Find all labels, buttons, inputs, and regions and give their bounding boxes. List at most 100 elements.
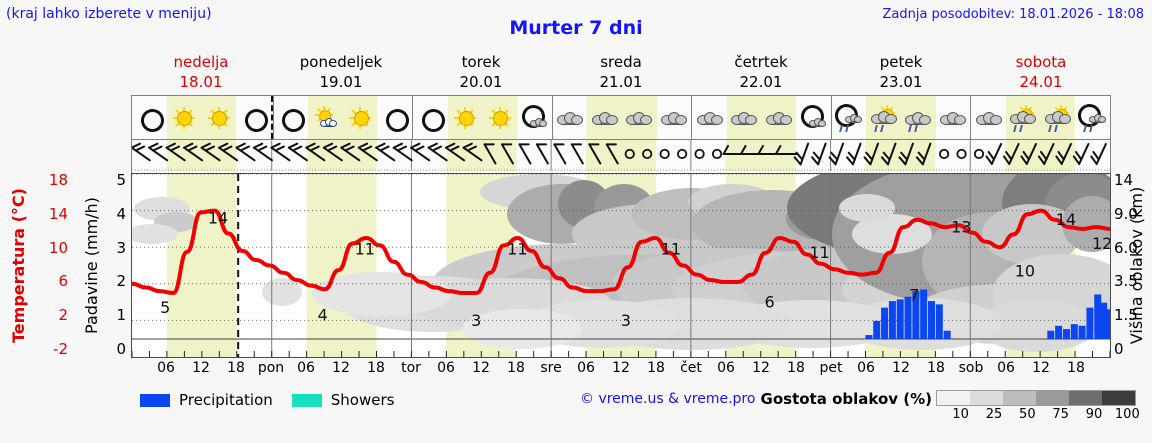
- legend: Precipitation Showers: [140, 389, 394, 411]
- precipitation-bar: [1094, 294, 1102, 339]
- density-step: [1036, 391, 1069, 405]
- weather-icon-cell: [761, 96, 797, 139]
- precipitation-bar: [935, 304, 943, 339]
- temperature-point-label: 12: [1092, 234, 1110, 253]
- meteogram-plot: 5 14 4 11 3 11 3 11 6 11 7 13 10 14 12: [131, 173, 1111, 358]
- weather-icon-cell: [308, 96, 343, 139]
- wind-barb: [898, 142, 914, 166]
- meteogram-svg: 5 14 4 11 3 11 3 11 6 11 7 13 10 14 12: [132, 174, 1110, 357]
- prec-tick: 5: [116, 171, 126, 189]
- day-header-ponedeljek: ponedeljek 19.01: [271, 52, 411, 94]
- time-label: 18: [367, 360, 385, 376]
- precipitation-bar: [1070, 324, 1078, 339]
- precipitation-bar: [904, 296, 912, 339]
- cloud-density-gradient: [936, 390, 1136, 406]
- cloud-tick: 3.5: [1114, 272, 1138, 291]
- wind-barb: [445, 142, 466, 162]
- cloud-icon: [764, 103, 794, 133]
- day-date: 23.01: [879, 73, 923, 91]
- weather-icon-cell: [412, 96, 448, 139]
- precipitation-bar: [873, 320, 881, 339]
- day-name: petek: [879, 53, 923, 71]
- temp-tick: 10: [48, 238, 68, 257]
- cloud-density-blob: [132, 224, 178, 244]
- cloud-tick-labels: 14 9.0 6.0 3.5 1.5 0: [1114, 171, 1152, 358]
- day-date: 21.01: [599, 73, 643, 91]
- weather-icon-cell: [201, 96, 236, 139]
- density-label: 75: [1052, 407, 1069, 422]
- day-date: 20.01: [459, 73, 503, 91]
- temperature-point-label: 11: [355, 240, 375, 259]
- prec-tick: 3: [116, 238, 126, 257]
- time-label: 18: [1067, 360, 1085, 376]
- wind-barb: [1055, 142, 1072, 165]
- weather-icon-cell: [342, 96, 378, 139]
- sun-rain-icon: [1008, 103, 1038, 133]
- weather-icon-cell: [901, 96, 936, 139]
- wind-barb: [148, 142, 169, 162]
- cloud-icon: [624, 103, 654, 133]
- temp-tick: 2: [58, 306, 68, 325]
- precipitation-bar: [888, 301, 896, 339]
- temperature-point-label: 4: [318, 305, 328, 324]
- wind-barb: [287, 142, 308, 162]
- temperature-line: [132, 208, 1110, 295]
- copyright-link[interactable]: © vreme.us & vreme.pro: [580, 391, 756, 407]
- weather-icon-cell: [551, 96, 588, 139]
- wind-barb: [880, 142, 897, 166]
- cloud-tick: 0: [1114, 340, 1124, 358]
- precipitation-bar: [1078, 325, 1086, 339]
- precipitation-bar: [881, 307, 889, 339]
- wind-barb: [1002, 142, 1020, 165]
- day-date: 18.01: [179, 73, 223, 91]
- sun-icon: [485, 103, 515, 133]
- wind-barb: [774, 144, 799, 155]
- temperature-point-label: 11: [661, 240, 681, 259]
- density-label: 100: [1114, 407, 1140, 422]
- day-name: torek: [461, 53, 501, 71]
- wind-barb: [132, 142, 151, 162]
- time-label: 12: [892, 360, 910, 376]
- temperature-point-label: 3: [471, 311, 481, 330]
- time-label: 12: [612, 360, 630, 376]
- temperature-point-label: 3: [621, 311, 631, 330]
- cloud-tick: 6.0: [1114, 238, 1138, 257]
- moon-icon: [276, 103, 309, 135]
- time-label: 06: [857, 360, 875, 376]
- time-label: čet: [680, 360, 702, 376]
- wind-barb: [218, 142, 239, 162]
- wind-barb: [846, 142, 862, 166]
- wind-barb: [165, 142, 186, 162]
- wind-barb: [1072, 142, 1090, 165]
- temperature-point-label: 10: [1015, 261, 1035, 280]
- temperature-tick-labels: 18 14 10 6 2 -2: [26, 171, 68, 358]
- density-step: [1102, 391, 1135, 405]
- day-header-torek: torek 20.01: [411, 52, 551, 94]
- temperature-point-label: 11: [507, 240, 527, 259]
- wind-barb: [570, 143, 584, 165]
- weather-icon-cell: [970, 96, 1006, 139]
- wind-barb: [392, 142, 413, 162]
- page-title: Murter 7 dni: [509, 17, 643, 39]
- precipitation-bar: [943, 330, 951, 339]
- cloud-icon: [555, 103, 585, 133]
- time-label: 12: [1032, 360, 1050, 376]
- weather-icon-cell: [377, 96, 413, 139]
- precipitation-swatch: [140, 393, 170, 407]
- wind-barb: [235, 142, 256, 162]
- wind-barb: [200, 142, 221, 162]
- cloud-density-tick-labels: 10 25 50 75 90 100: [928, 407, 1144, 423]
- time-label: tor: [401, 360, 421, 376]
- precipitation-tick-labels: 5 4 3 2 1 0: [100, 171, 126, 358]
- temperature-point-label: 14: [1056, 210, 1076, 229]
- time-label: sob: [958, 360, 984, 376]
- wind-barb: [357, 142, 378, 162]
- day-header-petek: petek 23.01: [831, 52, 971, 94]
- weather-icon-band: [131, 95, 1111, 140]
- wind-barb: [410, 142, 431, 162]
- cloud-icon: [974, 103, 1004, 133]
- density-step: [937, 391, 970, 405]
- density-step: [1003, 391, 1036, 405]
- cloud-tick: 9.0: [1114, 204, 1138, 223]
- wind-barb: [427, 142, 448, 162]
